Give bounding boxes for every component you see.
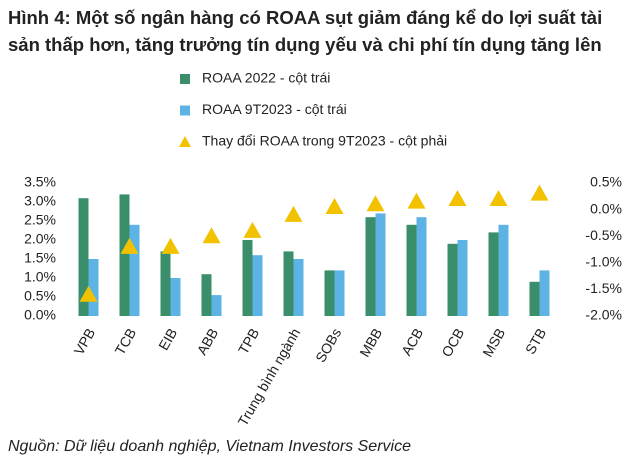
x-tick-label: VPB	[70, 325, 98, 357]
bar	[447, 243, 458, 316]
triangle-marker	[284, 205, 303, 222]
y2-tick-label: -0.5%	[585, 227, 622, 243]
bar	[201, 274, 212, 316]
y2-tick-label: 0.0%	[590, 200, 622, 216]
chart-title: Hình 4: Một số ngân hàng có ROAA sụt giả…	[8, 7, 603, 55]
bar	[375, 213, 386, 316]
x-tick-label: SOBs	[312, 325, 344, 365]
triangle-marker	[366, 195, 385, 212]
bar	[488, 232, 499, 316]
x-tick-label: TPB	[235, 325, 262, 357]
y-tick-label: 1.5%	[24, 250, 56, 266]
bar	[334, 270, 345, 316]
legend-marker	[180, 74, 190, 84]
x-tick-label: ABB	[193, 325, 221, 357]
x-tick-label: MSB	[479, 325, 508, 359]
bar	[78, 198, 89, 316]
triangle-marker	[161, 237, 180, 254]
legend-label: ROAA 2022 - cột trái	[202, 70, 330, 86]
legend-marker	[180, 105, 190, 116]
triangle-marker	[325, 197, 344, 214]
bar	[324, 270, 335, 316]
y-tick-label: 2.0%	[24, 231, 56, 247]
bar	[539, 270, 550, 316]
bar	[293, 259, 304, 316]
bar	[242, 240, 253, 316]
x-tick-label: ACB	[398, 325, 426, 358]
y2-tick-label: -2.0%	[585, 307, 622, 323]
source-note: Nguồn: Dữ liệu doanh nghiệp, Vietnam Inv…	[8, 438, 411, 455]
y-tick-label: 0.0%	[24, 307, 56, 323]
y-tick-label: 3.5%	[24, 174, 56, 190]
bar	[457, 240, 468, 316]
triangle-marker	[489, 189, 508, 206]
legend-label: Thay đổi ROAA trong 9T2023 - cột phải	[202, 133, 447, 149]
bar	[252, 255, 263, 316]
y2-tick-label: -1.5%	[585, 280, 622, 296]
bar	[406, 224, 417, 316]
x-tick-label: EIB	[155, 325, 180, 353]
bar	[416, 217, 427, 316]
y2-tick-label: 0.5%	[590, 174, 622, 190]
y2-tick-label: -1.0%	[585, 254, 622, 270]
bar	[88, 259, 99, 316]
triangle-marker	[530, 184, 549, 201]
bar	[129, 224, 140, 316]
triangle-marker	[202, 227, 221, 244]
y-tick-label: 0.5%	[24, 288, 56, 304]
triangle-marker	[448, 189, 467, 206]
legend-marker	[179, 136, 191, 147]
y-tick-label: 3.0%	[24, 193, 56, 209]
bar	[160, 251, 171, 316]
x-tick-label: OCB	[438, 325, 467, 359]
y-tick-label: 1.0%	[24, 269, 56, 285]
triangle-marker	[120, 237, 139, 254]
x-tick-label: STB	[522, 325, 549, 357]
bar	[529, 281, 540, 316]
triangle-marker	[407, 192, 426, 209]
bar	[365, 217, 376, 316]
triangle-marker	[243, 221, 262, 238]
bar	[498, 224, 509, 316]
bar	[211, 295, 222, 316]
x-tick-label: MBB	[356, 325, 385, 359]
legend-label: ROAA 9T2023 - cột trái	[202, 101, 347, 117]
y-tick-label: 2.5%	[24, 212, 56, 228]
x-tick-label: TCB	[111, 325, 139, 357]
bar	[119, 194, 130, 316]
bar	[283, 251, 294, 316]
triangle-marker	[79, 285, 98, 302]
bar	[170, 278, 181, 316]
